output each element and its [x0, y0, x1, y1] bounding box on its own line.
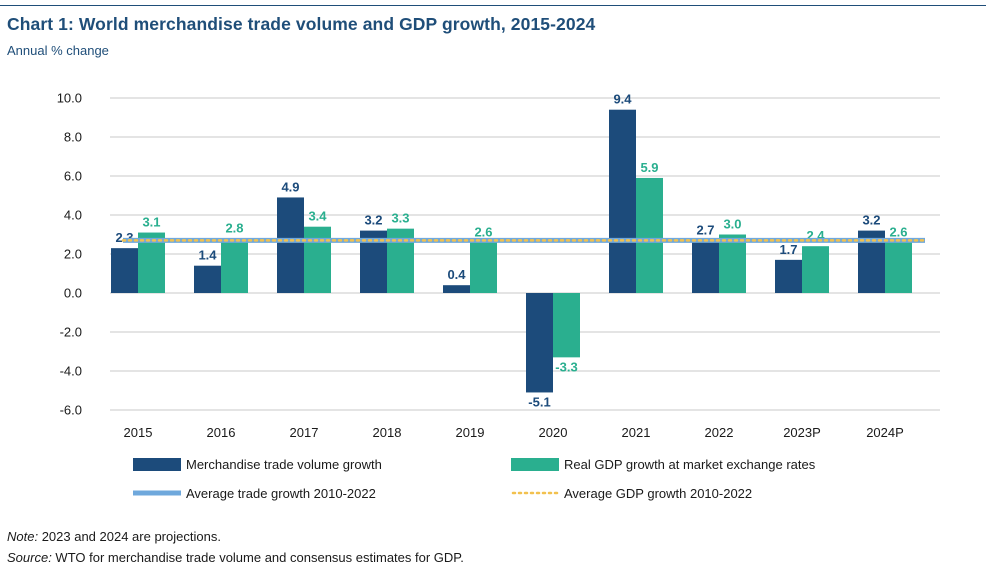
gdp-bar	[553, 293, 580, 358]
x-tick-label: 2016	[207, 425, 236, 440]
x-tick-label: 2018	[373, 425, 402, 440]
legend-label-avg-gdp: Average GDP growth 2010-2022	[564, 486, 752, 501]
gdp-bar	[304, 226, 331, 293]
trade-data-label: 2.7	[696, 222, 714, 237]
y-tick-label: 0.0	[64, 286, 82, 301]
gdp-data-label: 3.3	[391, 211, 409, 226]
chart-title: Chart 1: World merchandise trade volume …	[7, 14, 596, 34]
source-label: Source:	[7, 550, 52, 565]
gdp-data-label: 2.6	[889, 224, 907, 239]
gdp-bar	[636, 177, 663, 293]
trade-data-label: -5.1	[528, 394, 550, 409]
legend-label-trade: Merchandise trade volume growth	[186, 457, 382, 472]
legend-swatch-trade	[133, 458, 181, 471]
y-tick-label: -2.0	[60, 325, 82, 340]
gdp-bar	[802, 246, 829, 293]
chart-canvas: 10.0 8.0 6.0 4.0 2.0 0.0 -2.0 -4.0 -6.0 2.3 3.1 201…	[57, 91, 940, 501]
gdp-data-label: -3.3	[555, 359, 577, 374]
trade-data-label: 1.4	[198, 248, 217, 263]
trade-bar	[775, 259, 802, 293]
x-tick-label: 2017	[290, 425, 319, 440]
gdp-bar	[221, 238, 248, 293]
gdp-data-label: 3.0	[723, 217, 741, 232]
y-tick-label: 2.0	[64, 247, 82, 262]
trade-bar	[194, 265, 221, 293]
x-tick-label: 2023P	[783, 425, 821, 440]
gdp-data-label: 2.8	[225, 220, 243, 235]
note-text: 2023 and 2024 are projections.	[38, 529, 221, 544]
legend-label-gdp: Real GDP growth at market exchange rates	[564, 457, 816, 472]
trade-bar	[609, 109, 636, 293]
y-tick-label: -4.0	[60, 364, 82, 379]
top-rule	[0, 5, 986, 6]
legend-label-avg-trade: Average trade growth 2010-2022	[186, 486, 376, 501]
gdp-data-label: 5.9	[640, 160, 658, 175]
source-line: Source: WTO for merchandise trade volume…	[7, 550, 464, 565]
note-label: Note:	[7, 529, 39, 544]
trade-data-label: 1.7	[779, 242, 797, 257]
y-tick-label: 4.0	[64, 208, 82, 223]
x-tick-label: 2024P	[866, 425, 904, 440]
trade-bar	[692, 240, 719, 293]
y-tick-label: -6.0	[60, 403, 82, 418]
trade-bar	[111, 248, 138, 293]
trade-data-label: 2.3	[115, 230, 133, 245]
chart-subtitle: Annual % change	[7, 43, 109, 58]
gdp-bar	[885, 242, 912, 293]
x-tick-label: 2019	[456, 425, 485, 440]
x-tick-label: 2015	[124, 425, 153, 440]
gdp-bar	[470, 242, 497, 293]
gdp-data-label: 3.4	[308, 209, 327, 224]
note-line: Note: 2023 and 2024 are projections.	[7, 529, 221, 544]
y-tick-label: 8.0	[64, 130, 82, 145]
gdp-data-label: 3.1	[142, 215, 160, 230]
trade-data-label: 9.4	[613, 92, 632, 107]
trade-data-label: 0.4	[447, 267, 466, 282]
gdp-bar	[719, 234, 746, 293]
trade-data-label: 3.2	[364, 213, 382, 228]
x-tick-label: 2021	[622, 425, 651, 440]
trade-bar	[443, 285, 470, 293]
x-tick-label: 2022	[705, 425, 734, 440]
x-tick-label: 2020	[539, 425, 568, 440]
y-tick-label: 10.0	[57, 91, 82, 106]
trade-bar	[277, 197, 304, 293]
legend-swatch-gdp	[511, 458, 559, 471]
y-tick-label: 6.0	[64, 169, 82, 184]
trade-data-label: 3.2	[862, 213, 880, 228]
trade-data-label: 4.9	[281, 179, 299, 194]
source-text: WTO for merchandise trade volume and con…	[51, 550, 464, 565]
trade-bar	[526, 293, 553, 393]
gdp-data-label: 2.6	[474, 224, 492, 239]
